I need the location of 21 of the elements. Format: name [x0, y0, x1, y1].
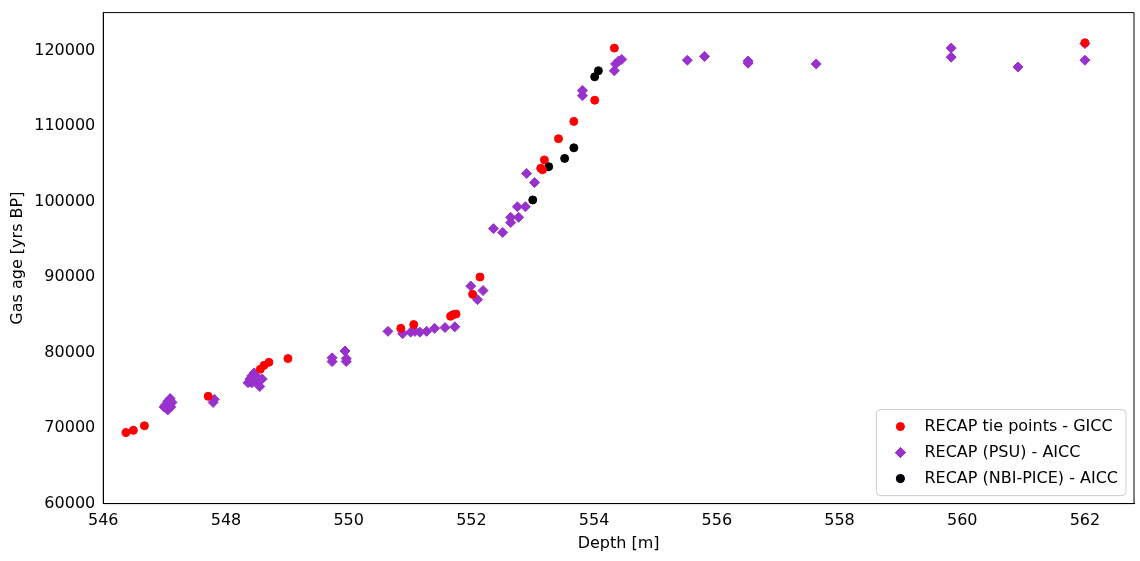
x-tick-label: 562 [1069, 510, 1101, 530]
legend-label: RECAP (PSU) - AICC [924, 441, 1081, 461]
x-tick-label: 556 [701, 510, 733, 530]
x-tick-label: 548 [210, 510, 242, 530]
y-tick-label: 70000 [44, 417, 96, 437]
x-tick-label: 560 [946, 510, 978, 530]
x-tick-label: 550 [333, 510, 364, 530]
y-tick-label: 110000 [34, 115, 96, 135]
x-tick-label: 552 [456, 510, 487, 530]
y-tick-label: 100000 [34, 190, 96, 210]
y-tick-label: 90000 [44, 266, 96, 286]
x-tick-label: 558 [824, 510, 855, 530]
x-tick-label: 554 [578, 510, 610, 530]
y-tick-label: 60000 [44, 492, 96, 512]
legend-label: RECAP tie points - GICC [924, 415, 1113, 435]
legend-label: RECAP (NBI-PICE) - AICC [924, 467, 1119, 487]
y-tick-label: 80000 [44, 341, 96, 361]
x-tick-label: 546 [88, 510, 119, 530]
y-axis-title: Gas age [yrs BP] [6, 191, 26, 325]
y-tick-label: 120000 [34, 39, 96, 59]
x-axis-title: Depth [m] [577, 532, 660, 552]
